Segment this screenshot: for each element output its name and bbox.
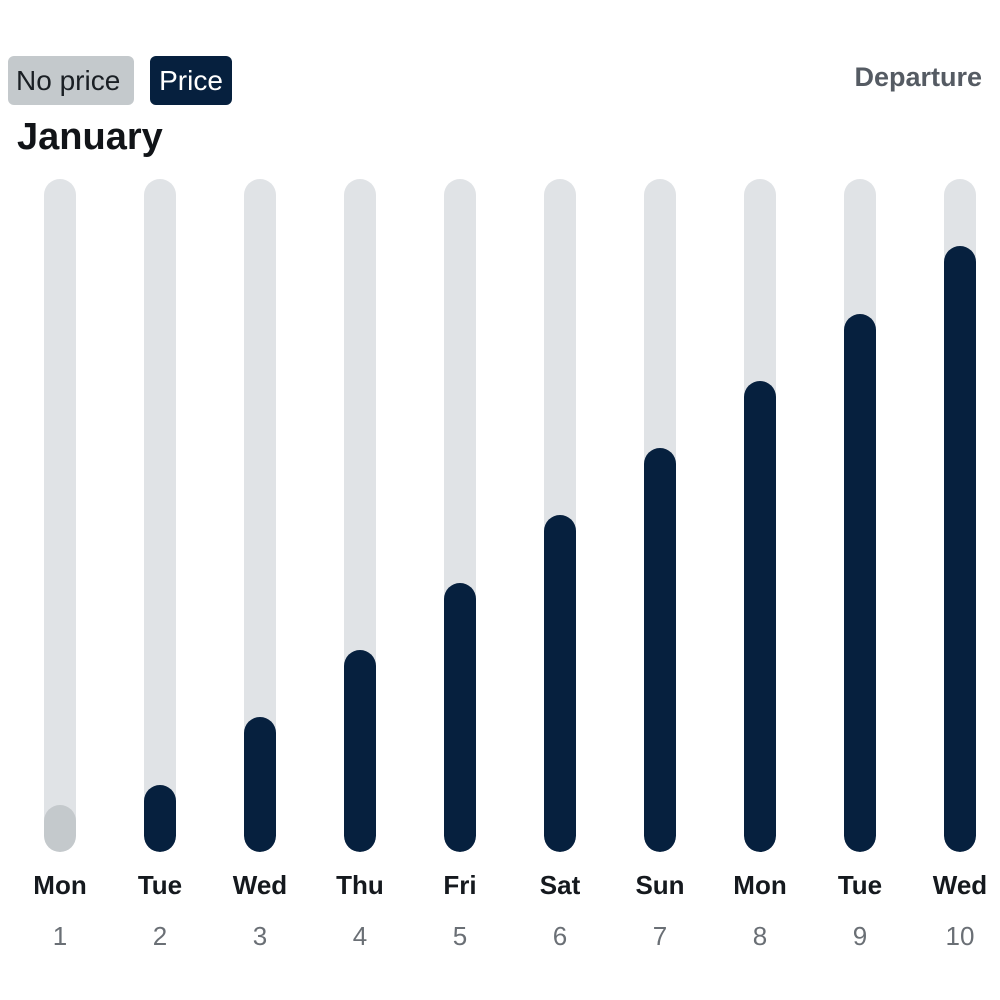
day-number-label: 5 [452, 921, 468, 951]
day-number-label: 1 [52, 921, 68, 951]
day-number-label: 2 [152, 921, 168, 951]
day-bar-track[interactable] [144, 179, 176, 852]
day-name-label: Sun [635, 870, 685, 900]
price-bar[interactable] [244, 717, 276, 852]
day-bar-track[interactable] [444, 179, 476, 852]
day-name-label: Thu [336, 870, 384, 900]
day-number-label: 7 [652, 921, 668, 951]
day-bar-track[interactable] [944, 179, 976, 852]
price-bar[interactable] [344, 650, 376, 852]
price-bar[interactable] [744, 381, 776, 852]
price-bar[interactable] [544, 515, 576, 852]
day-bar-track[interactable] [344, 179, 376, 852]
day-number-label: 4 [352, 921, 368, 951]
departure-label[interactable]: Departure [854, 62, 982, 92]
day-number-label: 6 [552, 921, 568, 951]
day-number-label: 3 [252, 921, 268, 951]
day-bar-track[interactable] [244, 179, 276, 852]
day-name-label: Wed [932, 870, 988, 900]
legend-no-price-chip[interactable]: No price [8, 56, 134, 105]
day-name-label: Tue [137, 870, 183, 900]
no-price-bar[interactable] [44, 805, 76, 852]
price-bar[interactable] [144, 785, 176, 852]
day-bar-track[interactable] [544, 179, 576, 852]
day-name-label: Mon [733, 870, 787, 900]
price-bar[interactable] [844, 314, 876, 852]
day-name-label: Fri [443, 870, 477, 900]
price-bar[interactable] [944, 246, 976, 852]
day-bar-track[interactable] [44, 179, 76, 852]
legend-price-chip[interactable]: Price [150, 56, 232, 105]
month-title: January [17, 116, 163, 158]
day-number-label: 8 [752, 921, 768, 951]
day-name-label: Sat [539, 870, 581, 900]
price-bar[interactable] [444, 583, 476, 852]
day-bar-track[interactable] [844, 179, 876, 852]
price-bar[interactable] [644, 448, 676, 852]
day-name-label: Wed [232, 870, 288, 900]
day-number-label: 10 [945, 921, 975, 951]
day-number-label: 9 [852, 921, 868, 951]
day-bar-track[interactable] [644, 179, 676, 852]
day-name-label: Mon [33, 870, 87, 900]
day-bar-track[interactable] [744, 179, 776, 852]
day-name-label: Tue [837, 870, 883, 900]
